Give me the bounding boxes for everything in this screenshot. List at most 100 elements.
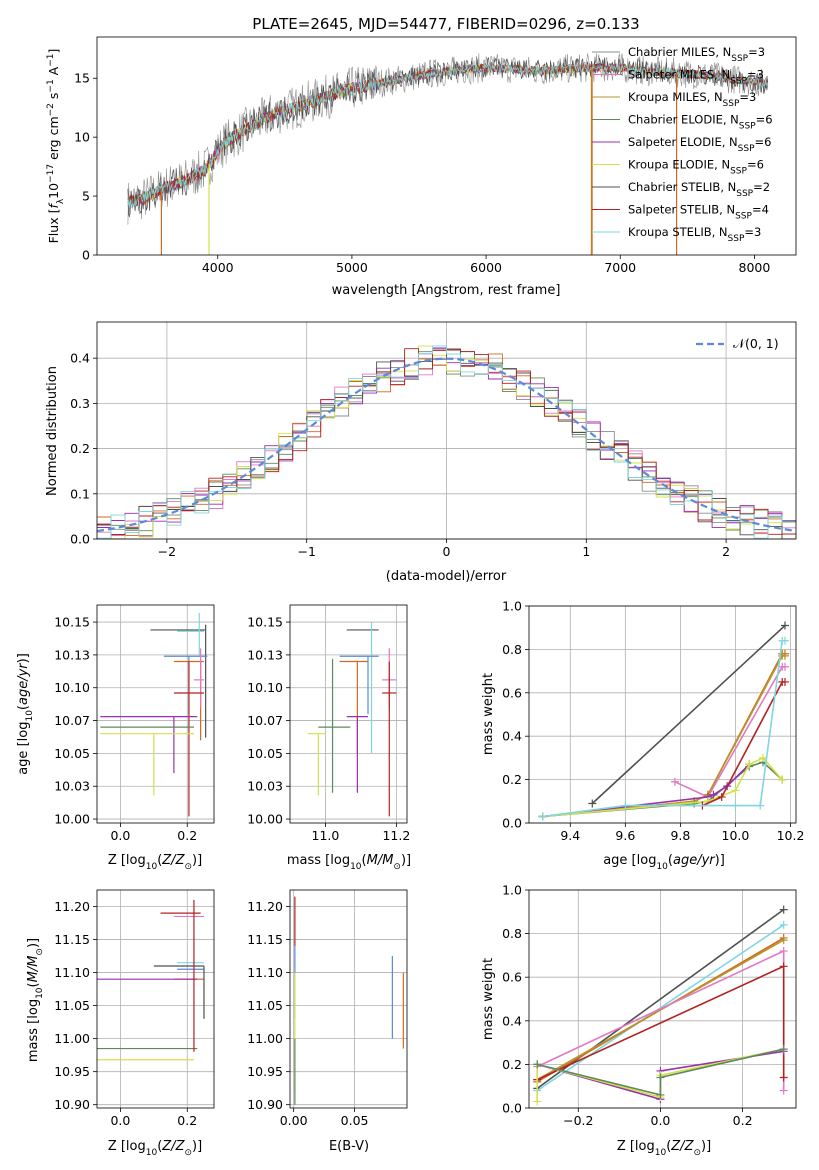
y-tick-label: 10.07 <box>54 713 90 728</box>
y-tick-label: 0.6 <box>502 970 522 985</box>
y-tick-label: 11.05 <box>247 998 283 1013</box>
y-tick-label: 10.00 <box>54 812 90 827</box>
y-tick-label: 11.05 <box>54 998 90 1013</box>
axes-frame <box>528 605 797 824</box>
x-axis-label: age [log10(age/yr)] <box>603 853 725 872</box>
y-tick-label: 11.15 <box>247 932 283 947</box>
weight-point-marker <box>588 799 597 808</box>
x-tick-label: 0.0 <box>110 1113 130 1128</box>
weight-series-line <box>591 624 786 805</box>
x-tick-label: 10.0 <box>722 828 750 843</box>
weight-point-marker <box>745 760 754 769</box>
spectrum-legend: Chabrier MILES, NSSP=3 Salpeter MILES, NS… <box>592 45 773 244</box>
weight-point-marker <box>621 801 630 810</box>
y-axis-label: age [log10(age/yr)] <box>16 653 35 775</box>
axes-frame <box>289 604 408 824</box>
y-tick-label: 0.4 <box>70 351 90 366</box>
x-tick-label: 0.0 <box>651 1113 671 1128</box>
figure-title: PLATE=2645, MJD=54477, FIBERID=0296, z=0… <box>252 15 639 33</box>
y-axis-label: Flux [fλ10−17 erg cm−2 s−1 A−1] <box>46 49 66 244</box>
x-tick-label: 0.2 <box>177 828 197 843</box>
weight-point-marker <box>758 753 767 762</box>
axes-frame <box>528 889 797 1109</box>
x-tick-label: 9.6 <box>615 828 635 843</box>
y-tick-label: 0.0 <box>70 532 90 547</box>
y-tick-label: 1.0 <box>502 883 522 898</box>
weight-point-marker <box>670 777 679 786</box>
y-tick-label: 10 <box>74 130 90 145</box>
weight-point-marker <box>780 651 789 660</box>
y-tick-label: 10.13 <box>54 647 90 662</box>
y-tick-label: 10.15 <box>54 615 90 630</box>
weight-point-marker <box>779 905 788 914</box>
axes-frame <box>96 321 797 540</box>
weight-point-marker <box>780 662 789 671</box>
y-tick-label: 10.07 <box>247 713 283 728</box>
y-tick-label: 5 <box>82 189 90 204</box>
y-tick-label: 10.95 <box>247 1064 283 1079</box>
x-tick-label: 9.8 <box>670 828 690 843</box>
weight-series-line <box>542 639 785 818</box>
weight-point-marker <box>709 790 718 799</box>
legend-label: Kroupa STELIB, NSSP=3 <box>628 225 761 244</box>
x-tick-label: 0 <box>443 544 451 559</box>
weight-point-marker <box>779 936 788 945</box>
legend-label: Kroupa MILES, NSSP=3 <box>628 90 756 109</box>
weight-point-marker <box>731 786 740 795</box>
y-tick-label: 0.2 <box>502 772 522 787</box>
x-tick-label: 0.2 <box>177 1113 197 1128</box>
y-tick-label: 0 <box>82 248 90 263</box>
plot-area <box>538 621 789 821</box>
x-axis-label: Z [log10(Z/Z⊙)] <box>617 1139 711 1158</box>
weight-series-line <box>537 1048 784 1096</box>
weight-point-marker <box>779 947 788 956</box>
gaussian-curve <box>97 357 796 533</box>
age-vs-mass-axes: 11.0 11.2 10.00 10.03 10.05 10.07 10.10 10.13 10… <box>247 604 411 872</box>
spectrum-series-line <box>127 63 769 209</box>
plot-area <box>307 622 397 817</box>
y-tick-label: 10.05 <box>54 746 90 761</box>
x-axis-label: (data-model)/error <box>386 569 507 584</box>
x-axis-label: wavelength [Angstrom, rest frame] <box>332 283 561 298</box>
y-tick-label: 11.20 <box>247 899 283 914</box>
x-axis-label: E(B-V) <box>329 1139 369 1154</box>
x-tick-label: 8000 <box>739 260 771 275</box>
plot-area <box>100 612 208 817</box>
y-tick-label: 11.00 <box>247 1031 283 1046</box>
plot-area <box>127 53 769 255</box>
legend-label: Chabrier MILES, NSSP=3 <box>628 45 765 64</box>
weight-series-line <box>536 939 785 1081</box>
y-tick-label: 0.2 <box>70 441 90 456</box>
x-tick-label: 2 <box>722 544 730 559</box>
histogram-step <box>97 345 796 539</box>
y-tick-label: 0.0 <box>502 816 522 831</box>
axes-frame <box>96 36 797 256</box>
axes-frame <box>96 604 215 824</box>
y-tick-label: 10.00 <box>247 812 283 827</box>
y-tick-label: 10.13 <box>247 647 283 662</box>
x-tick-label: 10.2 <box>777 828 805 843</box>
weight-point-marker <box>533 1097 542 1106</box>
y-tick-label: 15 <box>74 71 90 86</box>
plot-area <box>97 899 205 1061</box>
y-tick-label: 10.10 <box>247 680 283 695</box>
x-tick-label: 11.0 <box>312 828 340 843</box>
weight-point-marker <box>656 1090 665 1099</box>
x-tick-label: −2 <box>158 544 176 559</box>
weight-point-marker <box>731 801 740 810</box>
legend-label: Chabrier ELODIE, NSSP=6 <box>628 113 773 132</box>
spectrum-series-line <box>127 62 769 207</box>
legend-label: 𝒩(0, 1) <box>733 336 779 351</box>
x-tick-label: 0.05 <box>341 1113 369 1128</box>
weight-series-line <box>542 652 785 818</box>
plot-area <box>533 905 788 1106</box>
y-tick-label: 11.10 <box>54 965 90 980</box>
y-tick-label: 10.15 <box>247 615 283 630</box>
legend-label: Kroupa ELODIE, NSSP=6 <box>628 158 764 177</box>
plot-area <box>97 345 796 539</box>
y-tick-label: 10.05 <box>247 746 283 761</box>
weight-series-line <box>702 681 785 807</box>
y-tick-label: 10.95 <box>54 1064 90 1079</box>
x-tick-label: 11.2 <box>382 828 410 843</box>
weight-point-marker <box>779 920 788 929</box>
